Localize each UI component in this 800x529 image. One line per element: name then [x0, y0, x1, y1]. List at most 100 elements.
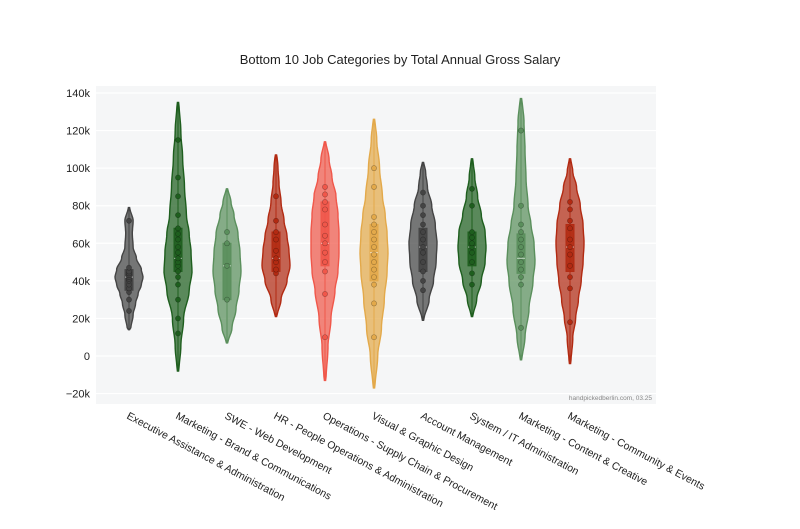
- data-point: [126, 296, 132, 303]
- data-point: [567, 251, 573, 258]
- violin-4: [261, 154, 291, 318]
- data-point: [567, 236, 573, 243]
- data-point: [224, 240, 230, 247]
- data-point: [518, 251, 524, 258]
- data-point: [322, 240, 328, 247]
- data-point: [322, 184, 328, 190]
- y-tick-label: 40k: [72, 276, 90, 288]
- data-point: [420, 287, 426, 294]
- x-axis: Executive Assistance & AdministrationMar…: [125, 410, 707, 513]
- y-tick-label: 120k: [66, 126, 90, 138]
- data-point: [175, 174, 181, 181]
- data-point: [420, 212, 426, 219]
- data-point: [371, 236, 377, 243]
- data-point: [371, 266, 377, 273]
- data-point: [273, 255, 279, 262]
- data-point: [420, 259, 426, 265]
- data-point: [273, 193, 279, 200]
- data-point: [469, 270, 475, 277]
- data-point: [518, 266, 524, 273]
- data-point: [175, 255, 181, 262]
- data-point: [469, 281, 475, 288]
- data-point: [322, 334, 328, 341]
- data-point: [273, 266, 279, 273]
- y-tick-label: −20k: [66, 389, 91, 401]
- data-point: [371, 300, 377, 307]
- data-point: [469, 185, 475, 192]
- data-point: [175, 225, 181, 232]
- data-point: [371, 229, 377, 235]
- y-tick-label: 80k: [72, 201, 90, 213]
- data-point: [273, 217, 279, 224]
- data-point: [420, 236, 426, 243]
- data-point: [518, 281, 524, 288]
- data-point: [469, 234, 475, 241]
- data-point: [371, 214, 377, 220]
- violin-3: [212, 188, 242, 344]
- data-point: [518, 221, 524, 228]
- data-point: [518, 324, 524, 331]
- data-point: [175, 274, 181, 280]
- violin-8: [457, 158, 487, 318]
- data-point: [322, 221, 328, 228]
- violin-1: [114, 206, 144, 331]
- data-point: [322, 291, 328, 297]
- violin-9: [506, 97, 536, 361]
- data-point: [322, 199, 328, 205]
- data-point: [322, 232, 328, 239]
- violin-6: [359, 118, 389, 389]
- violins: [114, 97, 585, 389]
- data-point: [322, 191, 328, 198]
- data-point: [126, 308, 132, 314]
- data-point: [126, 217, 132, 224]
- violin-10: [555, 158, 585, 365]
- data-point: [273, 236, 279, 243]
- credit-note: handpickedberlin.com, 03.25: [569, 395, 652, 402]
- data-point: [518, 244, 524, 250]
- data-point: [273, 247, 279, 254]
- data-point: [420, 189, 426, 196]
- data-point: [371, 221, 377, 228]
- y-axis: −20k 0 20k 40k 60k 80k 100k 120k 140k: [66, 88, 91, 401]
- data-point: [371, 334, 377, 341]
- data-point: [322, 206, 328, 213]
- data-point: [371, 165, 377, 172]
- y-tick-label: 140k: [66, 88, 90, 100]
- data-point: [518, 274, 524, 280]
- data-point: [567, 319, 573, 326]
- data-point: [175, 249, 181, 256]
- data-point: [567, 244, 573, 250]
- violin-7: [408, 161, 438, 321]
- box-iqr: [222, 242, 232, 301]
- data-point: [518, 127, 524, 134]
- data-point: [420, 249, 426, 256]
- data-point: [175, 212, 181, 219]
- data-point: [567, 225, 573, 232]
- data-point: [175, 137, 181, 143]
- data-point: [567, 274, 573, 280]
- data-point: [224, 262, 230, 269]
- y-tick-label: 100k: [66, 163, 90, 175]
- data-point: [175, 268, 181, 275]
- y-tick-label: 20k: [72, 313, 90, 325]
- data-point: [518, 236, 524, 243]
- data-point: [175, 244, 181, 250]
- data-point: [175, 330, 181, 337]
- chart-title: Bottom 10 Job Categories by Total Annual…: [240, 52, 561, 67]
- data-point: [322, 249, 328, 256]
- data-point: [175, 315, 181, 322]
- data-point: [567, 262, 573, 269]
- data-point: [469, 229, 475, 235]
- data-point: [567, 199, 573, 205]
- data-point: [175, 230, 181, 237]
- data-point: [420, 221, 426, 228]
- data-point: [273, 229, 279, 235]
- data-point: [175, 281, 181, 288]
- data-point: [518, 229, 524, 235]
- data-point: [567, 285, 573, 292]
- data-point: [322, 259, 328, 265]
- data-point: [567, 217, 573, 224]
- data-point: [420, 244, 426, 250]
- data-point: [469, 240, 475, 247]
